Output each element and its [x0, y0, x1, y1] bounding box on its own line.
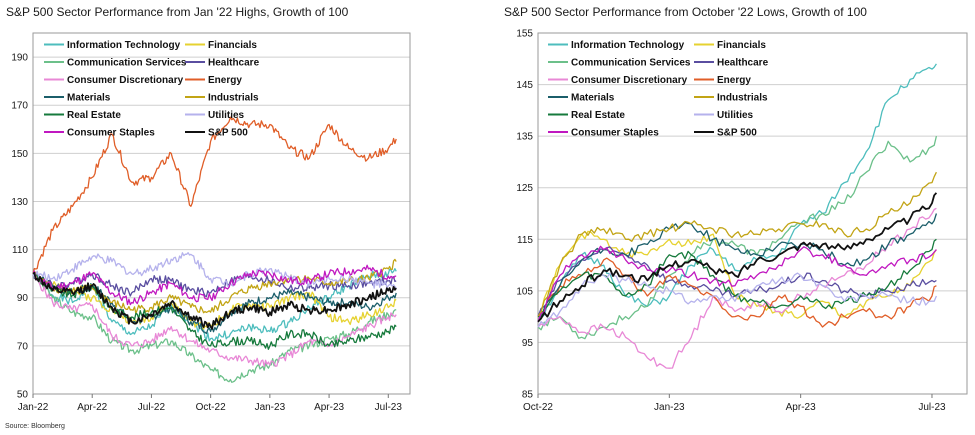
left-series-materials [32, 273, 397, 335]
left-legend-label: Materials [67, 93, 111, 104]
left-chart: 50 70 90 110 130 150 170 190 Jan-22 Apr-22 Jul-22 O… [11, 32, 411, 413]
left-legend-label: Communication Services [67, 58, 187, 69]
right-y-tick-label: 145 [516, 80, 533, 91]
left-legend-label: Financials [208, 40, 257, 51]
right-legend-label: Consumer Staples [571, 128, 659, 139]
right-legend-label: Communication Services [571, 58, 691, 69]
left-y-tick-label: 190 [11, 53, 28, 64]
left-y-tick-label: 110 [12, 245, 28, 256]
left-legend-label: Energy [208, 75, 242, 86]
left-y-tick-label: 50 [17, 390, 29, 401]
right-chart: 85 95 105 115 125 135 145 155 Oct-22 Jan-23 Apr-23… [516, 29, 968, 413]
left-x-tick-label: Jan-23 [255, 402, 286, 413]
right-y-tick-label: 155 [516, 29, 533, 40]
right-y-tick-label: 95 [522, 338, 534, 349]
left-legend-label: Information Technology [67, 40, 181, 51]
right-x-tick-label: Oct-22 [523, 402, 553, 413]
right-x-tick-label: Apr-23 [786, 402, 816, 413]
left-legend-label: Consumer Staples [67, 128, 155, 139]
right-legend: Information Technology Financials Communic… [548, 40, 769, 139]
left-chart-title: S&P 500 Sector Performance from Jan '22 … [6, 5, 349, 19]
left-x-tick-label: Oct-22 [196, 402, 226, 413]
left-series-communication-services [32, 272, 397, 383]
left-legend-label: Healthcare [208, 58, 260, 69]
right-series-s-p-500 [537, 192, 938, 323]
left-legend-label: S&P 500 [208, 128, 248, 139]
right-series-consumer-staples [537, 245, 937, 323]
right-y-tick-label: 135 [516, 132, 533, 143]
left-series-energy [32, 116, 397, 274]
left-x-tick-label: Jul-23 [375, 402, 403, 413]
right-chart-title: S&P 500 Sector Performance from October … [504, 5, 867, 19]
right-y-tick-label: 125 [516, 183, 533, 194]
left-series-consumer-staples [32, 264, 397, 306]
left-y-tick-label: 150 [11, 149, 28, 160]
right-series-energy [537, 257, 937, 328]
left-series-real-estate [32, 273, 397, 350]
right-x-tick-label: Jan-23 [654, 402, 685, 413]
right-y-tick-label: 105 [516, 286, 533, 297]
right-series-information-technology [537, 63, 937, 323]
right-legend-label: Energy [717, 75, 751, 86]
left-y-tick-label: 70 [17, 341, 29, 352]
left-plot-border [32, 32, 411, 395]
left-series-utilities [32, 252, 397, 289]
left-legend: Information Technology Financials Communic… [44, 40, 260, 139]
right-legend-label: Financials [717, 40, 766, 51]
right-legend-label: Consumer Discretionary [571, 75, 688, 86]
right-legend-label: Real Estate [571, 110, 625, 121]
left-series-industrials [32, 258, 397, 314]
left-legend-label: Industrials [208, 93, 259, 104]
right-x-tick-label: Jul-23 [918, 402, 946, 413]
right-series-financials [537, 230, 937, 319]
left-legend-label: Utilities [208, 110, 245, 121]
left-legend-label: Real Estate [67, 110, 121, 121]
left-y-tick-label: 130 [11, 197, 28, 208]
right-series-industrials [537, 171, 937, 317]
left-series-healthcare [32, 272, 397, 298]
left-y-tick-label: 90 [17, 293, 29, 304]
left-y-tick-label: 170 [11, 101, 28, 112]
left-x-tick-label: Apr-22 [77, 402, 107, 413]
right-y-tick-label: 115 [517, 235, 533, 246]
left-x-tick-label: Jan-22 [18, 402, 49, 413]
right-legend-label: Utilities [717, 110, 754, 121]
left-x-tick-label: Jul-22 [138, 402, 166, 413]
left-legend-label: Consumer Discretionary [67, 75, 184, 86]
right-legend-label: Materials [571, 93, 615, 104]
right-series-consumer-discretionary [537, 207, 937, 369]
right-y-tick-label: 85 [522, 390, 534, 401]
right-legend-label: Healthcare [717, 58, 769, 69]
right-legend-label: Information Technology [571, 40, 685, 51]
right-series-utilities [537, 272, 937, 328]
left-series-s-p-500 [32, 271, 397, 330]
right-legend-label: S&P 500 [717, 128, 757, 139]
source-note: Source: Bloomberg [5, 423, 65, 430]
right-plot-border [537, 32, 968, 395]
right-legend-label: Industrials [717, 93, 768, 104]
left-x-tick-label: Apr-23 [314, 402, 344, 413]
